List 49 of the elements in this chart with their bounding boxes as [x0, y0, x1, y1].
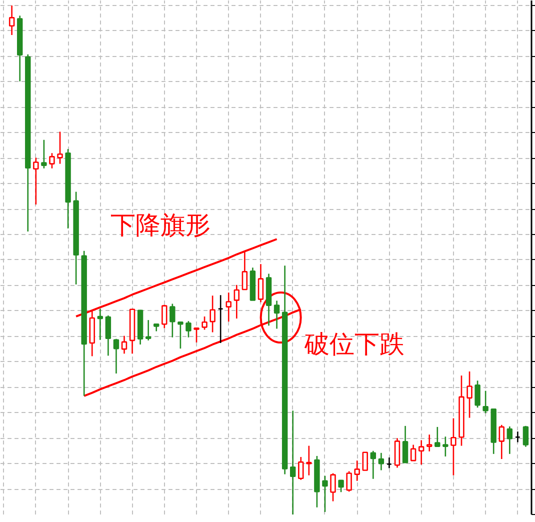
candlestick: [338, 479, 344, 493]
annotation: 破位下跌: [304, 330, 404, 358]
candlestick: [121, 335, 128, 354]
candlestick: [482, 390, 488, 414]
candlestick: [234, 284, 240, 320]
candlestick: [402, 425, 408, 464]
candlestick: [113, 338, 120, 374]
candlestick: [258, 263, 264, 303]
candlestick: [466, 370, 472, 418]
candlestick: [57, 131, 63, 164]
candlestick: [178, 320, 184, 350]
candlestick: [426, 434, 432, 452]
candlestick: [8, 4, 15, 36]
candlestick: [41, 139, 47, 170]
candlestick: [97, 308, 104, 341]
candlestick: [186, 320, 192, 338]
candlestick: [354, 460, 360, 482]
candlestick: [33, 157, 39, 206]
annotation: 下降旗形: [110, 210, 210, 240]
candlestick: [522, 425, 529, 448]
candlestick: [498, 424, 504, 460]
candlestick: [162, 304, 168, 329]
candlestick: [442, 436, 448, 458]
candlestick: [434, 426, 440, 448]
candlestick: [418, 440, 424, 466]
candlestick: [450, 418, 456, 476]
candlestick: [105, 314, 112, 356]
candlestick: [210, 294, 216, 333]
candlestick: [242, 250, 248, 290]
candlestick: [370, 450, 376, 480]
candlestick: [226, 292, 232, 322]
candlestick: [298, 456, 304, 481]
candlestick: [362, 452, 368, 471]
candlestick: [274, 300, 280, 330]
candlestick: [290, 410, 296, 514]
candlestick: [378, 452, 384, 471]
candlestick: [330, 472, 336, 502]
candlestick: [49, 152, 55, 170]
candlestick: [346, 470, 352, 492]
candlestick: [474, 380, 480, 408]
candlestick: [170, 303, 176, 338]
candlestick: [410, 444, 416, 462]
candlestick: [394, 438, 400, 468]
candlestick: [306, 445, 312, 476]
candlestick: [194, 327, 200, 344]
candlestick: [506, 426, 513, 455]
candlestick: [202, 316, 208, 330]
candlestick: [322, 475, 328, 513]
candlestick: [145, 319, 152, 342]
